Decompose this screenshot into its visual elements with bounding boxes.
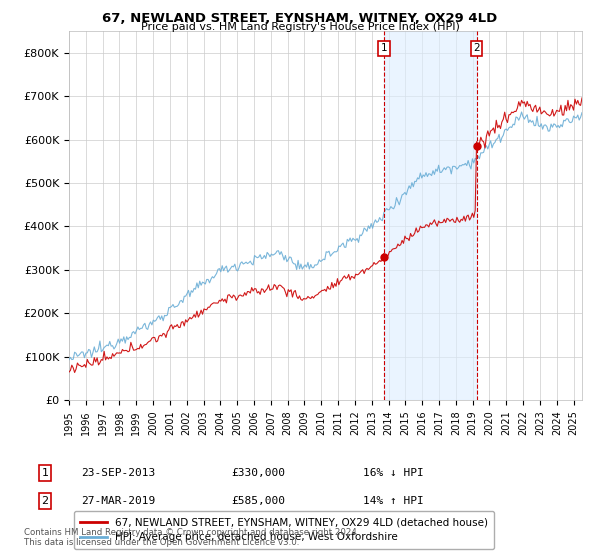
Text: 1: 1 bbox=[41, 468, 49, 478]
Text: 2: 2 bbox=[473, 43, 480, 53]
Text: Contains HM Land Registry data © Crown copyright and database right 2024.
This d: Contains HM Land Registry data © Crown c… bbox=[24, 528, 359, 547]
Text: £330,000: £330,000 bbox=[231, 468, 285, 478]
Text: 1: 1 bbox=[381, 43, 388, 53]
Text: 14% ↑ HPI: 14% ↑ HPI bbox=[363, 496, 424, 506]
Text: £585,000: £585,000 bbox=[231, 496, 285, 506]
Text: Price paid vs. HM Land Registry's House Price Index (HPI): Price paid vs. HM Land Registry's House … bbox=[140, 22, 460, 32]
Bar bbox=[384, 31, 476, 400]
Text: 2: 2 bbox=[41, 496, 49, 506]
Text: 23-SEP-2013: 23-SEP-2013 bbox=[81, 468, 155, 478]
Legend: 67, NEWLAND STREET, EYNSHAM, WITNEY, OX29 4LD (detached house), HPI: Average pri: 67, NEWLAND STREET, EYNSHAM, WITNEY, OX2… bbox=[74, 511, 494, 549]
Text: 27-MAR-2019: 27-MAR-2019 bbox=[81, 496, 155, 506]
Text: 67, NEWLAND STREET, EYNSHAM, WITNEY, OX29 4LD: 67, NEWLAND STREET, EYNSHAM, WITNEY, OX2… bbox=[103, 12, 497, 25]
Text: 16% ↓ HPI: 16% ↓ HPI bbox=[363, 468, 424, 478]
